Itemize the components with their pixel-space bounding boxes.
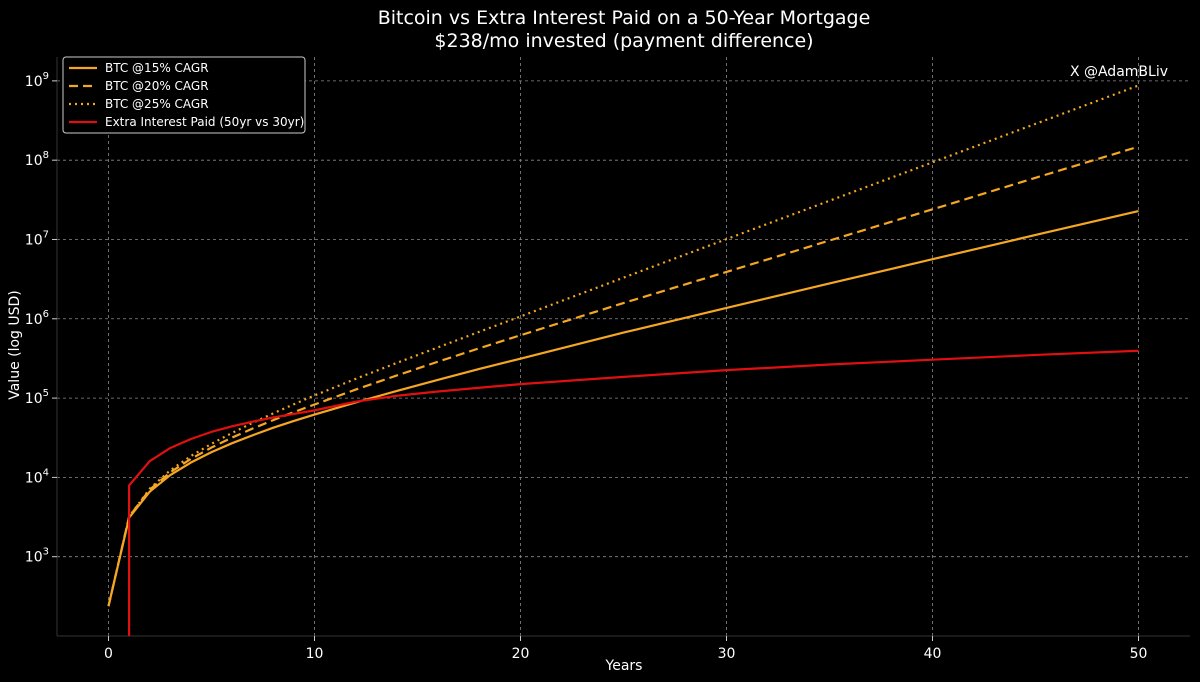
y-tick-exponent: 7 [43,229,49,240]
legend-label: Extra Interest Paid (50yr vs 30yr) [105,115,304,129]
series-line-4 [128,349,1139,636]
legend-label: BTC @20% CAGR [105,79,209,93]
x-tick-label: 10 [306,646,324,662]
legend-label: BTC @25% CAGR [105,97,209,111]
y-tick-exponent: 3 [43,547,49,558]
axes [56,57,1190,637]
legend: BTC @15% CAGR BTC @20% CAGR BTC @25% CAGR E… [62,56,306,134]
watermark: X @AdamBLiv [1070,64,1168,80]
series-line-2 [107,145,1139,607]
y-tick-base: 10 [25,470,43,486]
legend-label: BTC @15% CAGR [105,61,209,75]
y-tick-label: 104 [25,467,49,486]
y-tick-label: 107 [25,229,49,248]
chart-title: Bitcoin vs Extra Interest Paid on a 50-Y… [378,7,871,29]
y-tick-label: 105 [25,388,49,407]
y-tick-base: 10 [25,312,43,328]
chart-subtitle: $238/mo invested (payment difference) [434,30,813,52]
legend-box [62,56,306,134]
y-tick-exponent: 5 [43,388,49,399]
y-tick-label: 108 [25,150,49,169]
y-tick-exponent: 6 [43,309,49,320]
x-tick-label: 0 [104,646,113,662]
y-tick-base: 10 [25,550,43,566]
x-tick-label: 50 [1130,646,1148,662]
y-axis-label: Value (log USD) [7,290,23,400]
y-tick-exponent: 4 [43,467,49,478]
x-tick-label: 20 [512,646,530,662]
x-tick-label: 30 [718,646,736,662]
x-axis-label: Years [605,658,643,674]
y-tick-base: 10 [25,391,43,407]
y-tick-exponent: 8 [43,150,49,161]
x-tick-label: 40 [924,646,942,662]
y-tick-label: 109 [25,71,49,90]
y-tick-label: 106 [25,309,49,328]
y-tick-exponent: 9 [43,71,49,82]
series-group [107,84,1139,636]
grid [57,57,1190,636]
y-tick-base: 10 [25,74,43,90]
y-tick-base: 10 [25,153,43,169]
y-tick-base: 10 [25,232,43,248]
y-tick-label: 103 [25,547,49,566]
series-line-1 [107,210,1139,607]
